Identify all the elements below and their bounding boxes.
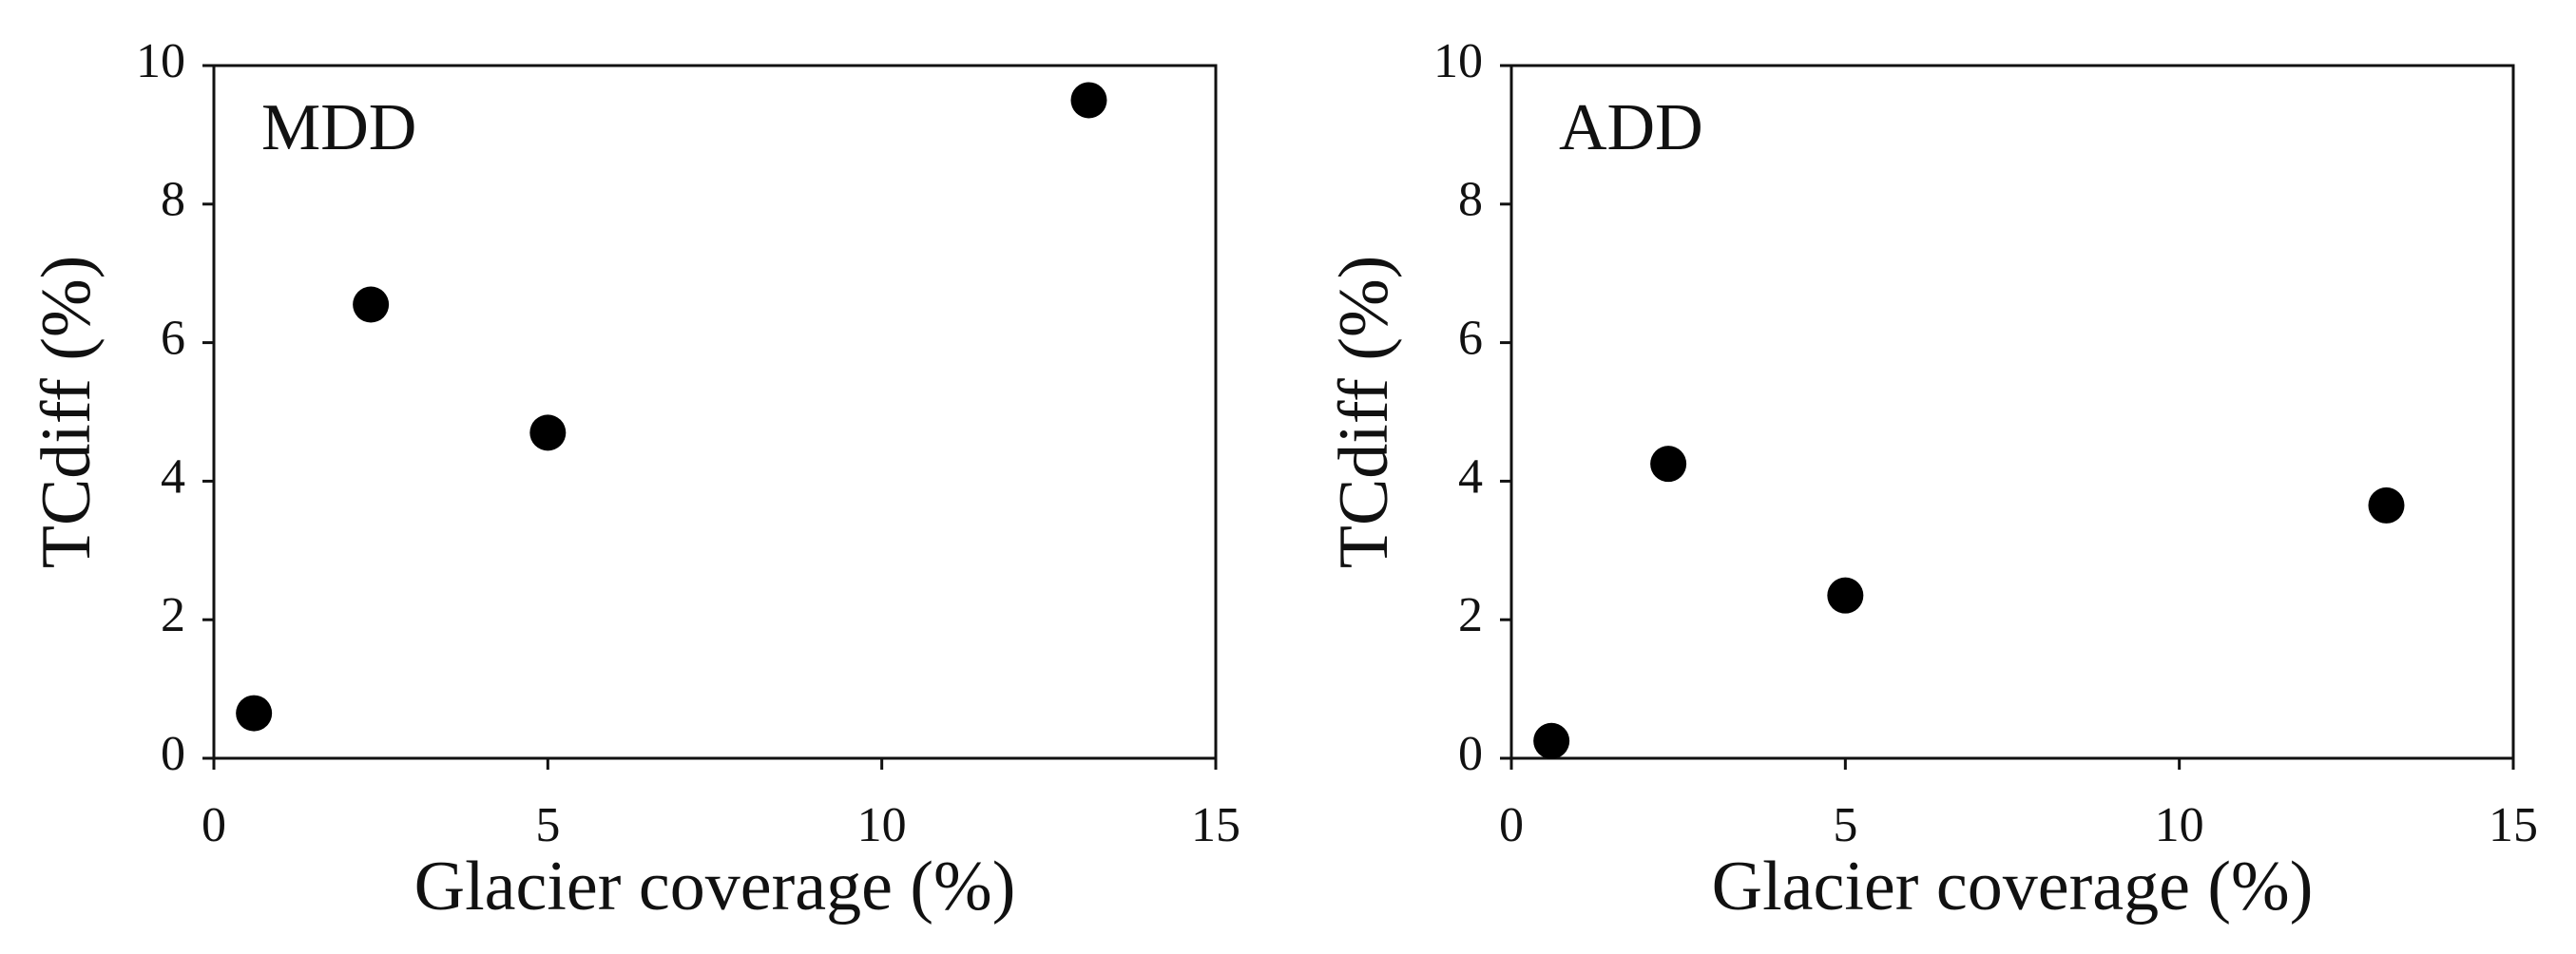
plot-frame xyxy=(1509,64,2515,760)
x-tick-label: 0 xyxy=(202,798,226,852)
panel-label: ADD xyxy=(1559,91,1703,164)
point xyxy=(2368,487,2405,524)
point xyxy=(1533,722,1570,759)
y-tick-label: 6 xyxy=(161,312,185,366)
x-tick-label: 10 xyxy=(857,798,907,852)
y-axis-title: TCdiff (%) xyxy=(28,256,106,569)
y-tick-label: 2 xyxy=(161,588,185,642)
y-tick-label: 6 xyxy=(1458,312,1483,366)
x-tick-label: 5 xyxy=(535,798,560,852)
y-tick-label: 4 xyxy=(161,449,185,504)
y-tick-label: 2 xyxy=(1458,588,1483,642)
point xyxy=(353,286,390,323)
x-tick-label: 10 xyxy=(2155,798,2204,852)
x-axis-title: Glacier coverage (%) xyxy=(414,848,1016,925)
x-tick-label: 15 xyxy=(2489,798,2538,852)
x-axis-title: Glacier coverage (%) xyxy=(1712,848,2314,925)
y-tick-label: 0 xyxy=(161,727,185,781)
point xyxy=(1650,446,1687,483)
y-tick-label: 10 xyxy=(136,34,185,88)
x-tick-label: 5 xyxy=(1833,798,1857,852)
x-tick-label: 0 xyxy=(1499,798,1524,852)
y-tick-label: 4 xyxy=(1458,449,1483,504)
panel-label: MDD xyxy=(261,91,416,164)
point xyxy=(1827,577,1864,614)
y-tick-label: 8 xyxy=(161,173,185,227)
y-tick-label: 0 xyxy=(1458,727,1483,781)
point xyxy=(236,695,273,732)
point xyxy=(529,414,567,451)
y-tick-label: 8 xyxy=(1458,173,1483,227)
y-tick-label: 10 xyxy=(1433,34,1483,88)
plot-frame xyxy=(212,64,1218,760)
x-tick-label: 15 xyxy=(1191,798,1240,852)
point xyxy=(1070,82,1107,119)
y-axis-title: TCdiff (%) xyxy=(1325,256,1403,569)
